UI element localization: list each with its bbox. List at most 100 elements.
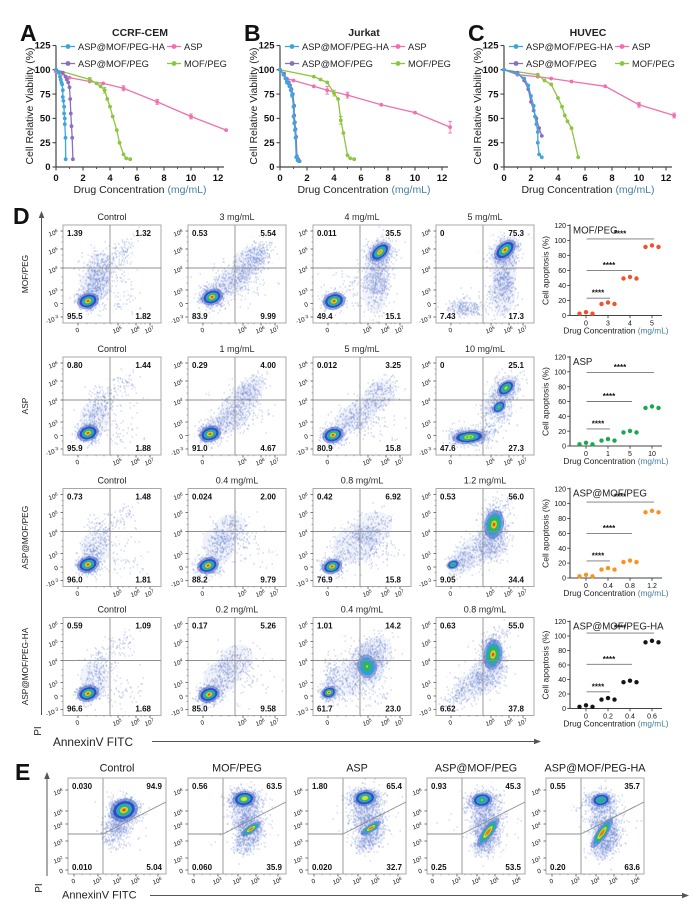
svg-text:100: 100 xyxy=(554,501,566,508)
svg-text:5.04: 5.04 xyxy=(146,863,162,872)
svg-text:103: 103 xyxy=(172,679,184,690)
svg-text:ASP@MOF/PEG: ASP@MOF/PEG xyxy=(573,489,647,500)
svg-text:106: 106 xyxy=(379,457,391,468)
svg-text:104: 104 xyxy=(111,876,123,887)
svg-text:100: 100 xyxy=(554,634,566,641)
svg-text:0.020: 0.020 xyxy=(312,863,333,872)
svg-text:120: 120 xyxy=(554,355,566,362)
svg-text:ASP@MOF/PEG-HA: ASP@MOF/PEG-HA xyxy=(78,42,166,52)
svg-text:MOF/PEG: MOF/PEG xyxy=(184,59,227,69)
svg-text:107: 107 xyxy=(143,325,155,336)
svg-text:2.00: 2.00 xyxy=(260,493,276,502)
svg-text:105: 105 xyxy=(236,588,248,599)
svg-text:B: B xyxy=(244,20,261,46)
svg-text:0: 0 xyxy=(448,590,454,598)
svg-text:23.0: 23.0 xyxy=(385,705,401,714)
svg-text:103: 103 xyxy=(52,838,64,849)
svg-text:105: 105 xyxy=(47,509,59,520)
svg-text:ASP@MOF/PEG: ASP@MOF/PEG xyxy=(435,763,517,775)
svg-text:PI: PI xyxy=(34,883,45,892)
svg-text:107: 107 xyxy=(268,457,280,468)
svg-text:104: 104 xyxy=(172,657,184,668)
svg-text:106: 106 xyxy=(379,717,391,728)
svg-text:106: 106 xyxy=(502,588,514,599)
svg-text:****: **** xyxy=(603,261,616,270)
svg-text:ASP@MOF/PEG-HA: ASP@MOF/PEG-HA xyxy=(526,42,614,52)
svg-text:Drug Concentration (mg/mL): Drug Concentration (mg/mL) xyxy=(73,184,206,196)
svg-text:0: 0 xyxy=(75,590,81,598)
svg-text:104: 104 xyxy=(411,821,423,832)
svg-text:105: 105 xyxy=(530,808,542,819)
svg-text:Control: Control xyxy=(100,763,135,775)
svg-text:0.060: 0.060 xyxy=(192,863,213,872)
svg-text:0: 0 xyxy=(277,173,282,184)
svg-text:106: 106 xyxy=(271,876,283,887)
svg-text:ASP@MOF/PEG-HA: ASP@MOF/PEG-HA xyxy=(302,42,390,52)
svg-text:1.39: 1.39 xyxy=(67,229,83,238)
svg-text:104: 104 xyxy=(297,265,309,276)
svg-text:1.80: 1.80 xyxy=(312,782,328,791)
svg-text:40: 40 xyxy=(558,283,566,290)
svg-text:0: 0 xyxy=(493,162,498,173)
svg-text:0: 0 xyxy=(427,433,433,441)
svg-text:CCRF-CEM: CCRF-CEM xyxy=(112,27,168,39)
svg-text:103: 103 xyxy=(211,876,223,887)
svg-text:MOF/PEG: MOF/PEG xyxy=(212,763,262,775)
svg-text:0.59: 0.59 xyxy=(67,622,83,631)
svg-text:80: 80 xyxy=(558,384,566,391)
svg-text:65.4: 65.4 xyxy=(386,782,402,791)
svg-text:27.3: 27.3 xyxy=(508,444,524,453)
svg-text:103: 103 xyxy=(172,550,184,561)
svg-text:91.0: 91.0 xyxy=(192,444,208,453)
svg-text:0: 0 xyxy=(75,459,81,467)
svg-text:103: 103 xyxy=(172,838,184,849)
svg-text:107: 107 xyxy=(393,457,405,468)
svg-text:106: 106 xyxy=(254,588,266,599)
svg-text:106: 106 xyxy=(172,228,184,239)
svg-text:ASP@MOF/PEG-HA: ASP@MOF/PEG-HA xyxy=(20,627,30,705)
svg-text:104: 104 xyxy=(530,821,542,832)
svg-text:0: 0 xyxy=(75,327,81,335)
svg-text:95.9: 95.9 xyxy=(67,444,83,453)
svg-text:0.4: 0.4 xyxy=(625,714,635,721)
svg-text:47.6: 47.6 xyxy=(440,444,456,453)
svg-text:105: 105 xyxy=(172,638,184,649)
svg-text:0.2: 0.2 xyxy=(603,714,613,721)
svg-text:0: 0 xyxy=(325,719,331,727)
svg-text:45.3: 45.3 xyxy=(505,782,521,791)
svg-text:10 mg/mL: 10 mg/mL xyxy=(465,344,505,354)
svg-text:****: **** xyxy=(614,493,627,502)
svg-text:106: 106 xyxy=(172,491,184,502)
svg-text:1.32: 1.32 xyxy=(135,229,151,238)
svg-text:Drug Concentration (mg/mL): Drug Concentration (mg/mL) xyxy=(563,326,668,336)
svg-text:107: 107 xyxy=(268,588,280,599)
svg-text:0.8 mg/mL: 0.8 mg/mL xyxy=(464,605,507,615)
svg-text:0: 0 xyxy=(75,719,81,727)
svg-text:105: 105 xyxy=(484,457,496,468)
svg-text:Cell apoptosis (%): Cell apoptosis (%) xyxy=(540,236,550,305)
svg-text:****: **** xyxy=(614,363,627,372)
svg-text:ASP: ASP xyxy=(573,357,592,368)
svg-text:106: 106 xyxy=(172,787,184,798)
svg-text:0: 0 xyxy=(448,327,454,335)
svg-text:0: 0 xyxy=(54,565,60,573)
svg-text:0.56: 0.56 xyxy=(192,782,208,791)
svg-text:0: 0 xyxy=(537,868,543,876)
svg-text:104: 104 xyxy=(172,397,184,408)
svg-text:6: 6 xyxy=(134,173,139,184)
svg-text:25: 25 xyxy=(488,138,499,149)
svg-text:104: 104 xyxy=(297,397,309,408)
svg-text:61.7: 61.7 xyxy=(317,705,333,714)
svg-text:0: 0 xyxy=(418,868,424,876)
svg-text:106: 106 xyxy=(629,876,641,887)
svg-text:1.81: 1.81 xyxy=(135,576,151,585)
svg-text:106: 106 xyxy=(172,360,184,371)
svg-text:ASP: ASP xyxy=(20,397,30,414)
svg-text:0: 0 xyxy=(299,868,305,876)
svg-text:63.5: 63.5 xyxy=(266,782,282,791)
svg-text:103: 103 xyxy=(297,419,309,430)
svg-text:107: 107 xyxy=(268,717,280,728)
svg-text:0: 0 xyxy=(325,327,331,335)
svg-text:100: 100 xyxy=(554,369,566,376)
svg-text:106: 106 xyxy=(502,457,514,468)
